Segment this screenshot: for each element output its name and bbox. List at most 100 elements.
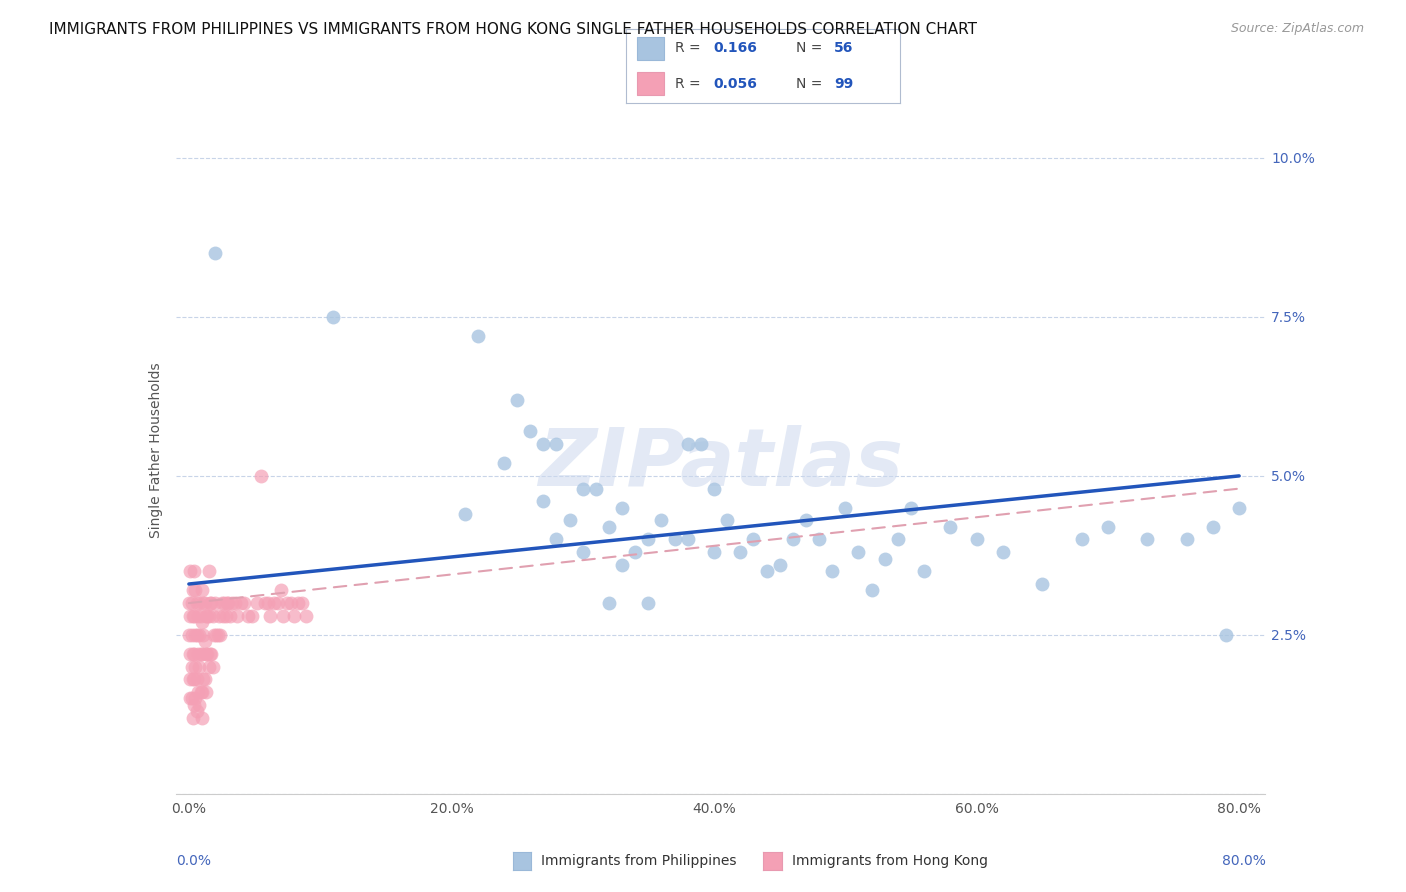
Text: Source: ZipAtlas.com: Source: ZipAtlas.com [1230,22,1364,36]
Point [186,628,208,642]
Point [236,608,259,623]
Point [184,691,207,706]
Point [598,596,620,610]
Point [689,437,711,451]
Point [180,659,202,673]
Point [283,608,305,623]
Point [194,608,217,623]
Point [183,608,205,623]
Point [208,608,231,623]
Text: 99: 99 [834,77,853,91]
Point [730,545,752,559]
Point [195,647,218,661]
Point [190,608,212,623]
Point [276,596,298,610]
Point [848,545,870,559]
Point [217,596,239,610]
Point [531,437,554,451]
Point [179,673,201,687]
Text: 56: 56 [834,41,853,55]
Text: N =: N = [796,41,827,55]
Text: 0.0%: 0.0% [176,854,211,868]
Point [194,634,217,648]
Point [716,513,738,527]
Point [1136,533,1159,547]
Point [703,545,725,559]
Point [194,647,217,661]
Point [834,500,856,515]
Point [273,608,295,623]
Point [187,608,209,623]
Text: IMMIGRANTS FROM PHILIPPINES VS IMMIGRANTS FROM HONG KONG SINGLE FATHER HOUSEHOLD: IMMIGRANTS FROM PHILIPPINES VS IMMIGRANT… [49,22,977,37]
Point [519,425,541,439]
Text: 80.0%: 80.0% [1222,854,1265,868]
Point [211,596,233,610]
Point [467,329,489,343]
Point [193,596,215,610]
Point [179,691,201,706]
Point [194,685,217,699]
Point [200,647,222,661]
Point [887,533,910,547]
Point [194,673,217,687]
Point [188,659,211,673]
Point [676,437,699,451]
Point [197,564,219,578]
Point [1070,533,1092,547]
Point [322,310,344,324]
Point [184,628,207,642]
Point [197,608,219,623]
Point [598,520,620,534]
Point [250,469,273,483]
Point [197,659,219,673]
Point [218,608,240,623]
Point [624,545,647,559]
Text: N =: N = [796,77,827,91]
Point [1215,628,1237,642]
Point [204,596,226,610]
Point [755,564,778,578]
Text: R =: R = [675,41,704,55]
Point [198,647,221,661]
Point [453,507,475,521]
Point [187,647,209,661]
Point [546,437,568,451]
Point [246,596,269,610]
Point [191,615,214,630]
Point [215,596,238,610]
Point [221,596,243,610]
Point [209,628,232,642]
Point [240,608,263,623]
Point [270,583,292,598]
Point [186,596,208,610]
Point [546,533,568,547]
Point [191,710,214,724]
Point [177,596,200,610]
Point [966,533,988,547]
Point [180,596,202,610]
Point [571,545,593,559]
Point [184,659,207,673]
Point [742,533,765,547]
Point [637,533,659,547]
Point [180,628,202,642]
Point [253,596,276,610]
Point [664,533,686,547]
Point [912,564,935,578]
Y-axis label: Single Father Households: Single Father Households [149,363,163,538]
Point [821,564,844,578]
Point [187,685,209,699]
Point [181,673,204,687]
Bar [637,37,664,60]
Point [991,545,1014,559]
Point [188,628,211,642]
Point [1175,533,1198,547]
Point [205,628,228,642]
Point [179,647,201,661]
Point [181,583,204,598]
Point [207,628,229,642]
Point [188,698,211,712]
Point [224,596,246,610]
Point [860,583,883,598]
Point [571,482,593,496]
